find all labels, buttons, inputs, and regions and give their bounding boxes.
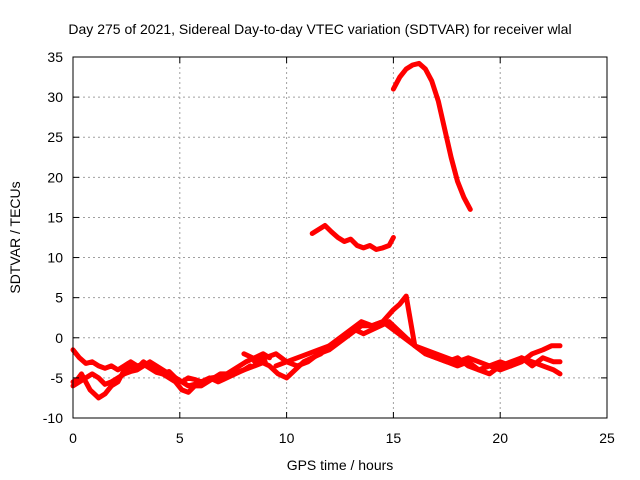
ticks: 0 5 10 15 20 25 -10 -5 0 5 10 15 20 25 30 35 [43, 49, 615, 446]
y-tick-label: 0 [55, 330, 63, 346]
x-tick-label: 10 [279, 430, 295, 446]
x-tick-label: 25 [599, 430, 615, 446]
x-tick-label: 15 [386, 430, 402, 446]
plot-frame [72, 56, 608, 419]
y-tick-label: 25 [47, 129, 63, 145]
y-tick-label: 20 [47, 169, 63, 185]
series-line-2 [70, 351, 272, 401]
series-line-6 [273, 319, 563, 377]
x-axis-title: GPS time / hours [287, 457, 394, 473]
y-tick-label: 35 [47, 49, 63, 65]
series-line-8 [390, 60, 473, 212]
chart-title: Day 275 of 2021, Sidereal Day-to-day VTE… [68, 21, 571, 37]
y-tick-label: 5 [55, 290, 63, 306]
series-line-5 [252, 293, 563, 377]
x-tick-label: 20 [492, 430, 508, 446]
series-line-3 [70, 359, 253, 389]
series-line-4 [241, 319, 563, 381]
y-tick-label: -10 [43, 410, 63, 426]
series-line-7 [309, 223, 396, 252]
y-tick-label: -5 [51, 370, 64, 386]
y-tick-label: 10 [47, 250, 63, 266]
grid [73, 57, 607, 418]
x-tick-label: 0 [69, 430, 77, 446]
series-group [70, 60, 563, 401]
y-tick-label: 30 [47, 89, 63, 105]
y-axis-title: SDTVAR / TECUs [7, 181, 23, 293]
x-tick-label: 5 [176, 430, 184, 446]
y-tick-label: 15 [47, 209, 63, 225]
